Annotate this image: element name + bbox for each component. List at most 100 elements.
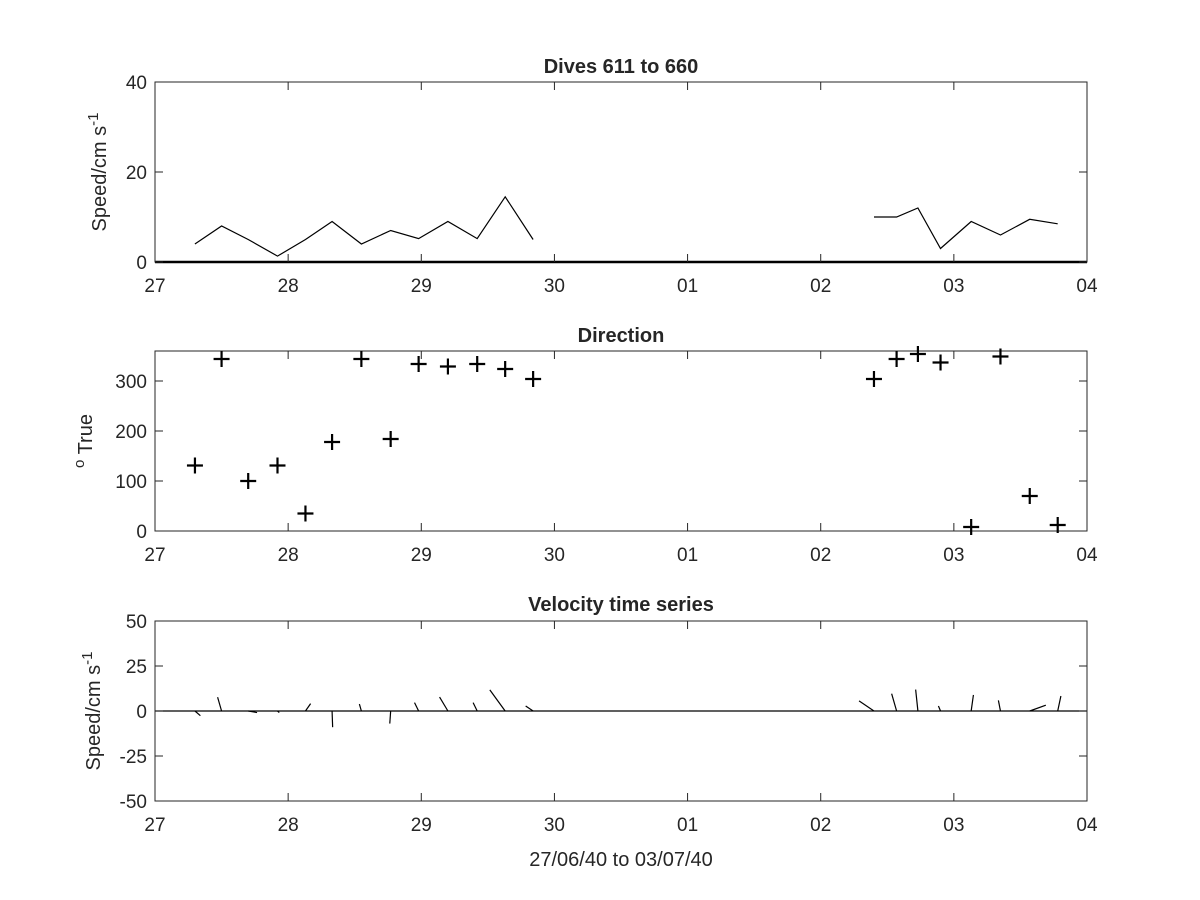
velocity-x-ticks: 27 28 29 30 01 02 03 04	[144, 621, 1098, 836]
direction-axes-frame	[154, 350, 1088, 532]
velocity-x-tick-label: 29	[411, 815, 432, 836]
velocity-stick	[997, 700, 1002, 712]
speed-y-tick-label: 0	[136, 253, 147, 274]
speed-marks	[155, 195, 1087, 264]
velocity-y-tick-label: -50	[120, 792, 147, 813]
speed-y-tick-label: 20	[126, 163, 147, 184]
direction-point	[525, 371, 542, 387]
direction-point	[439, 358, 456, 375]
velocity-x-tick-label: 30	[544, 815, 565, 836]
velocity-stick	[1029, 704, 1047, 712]
velocity-stick	[248, 710, 258, 714]
direction-y-ticks: 0 100 200 300	[115, 372, 1087, 543]
velocity-y-axis-label: Speed/cm s-1	[79, 652, 105, 771]
direction-y-axis-label: o True	[71, 414, 97, 468]
direction-x-tick-label: 03	[943, 545, 964, 566]
velocity-stick	[1057, 695, 1062, 712]
direction-point	[269, 457, 286, 474]
direction-point	[382, 431, 399, 447]
speed-y-ticks: 0 20 40	[126, 73, 1087, 274]
velocity-y-tick-label: 0	[136, 702, 147, 723]
direction-panel: Direction 27 28 29 30 01 02 03 04 0 100 200 300 o …	[71, 325, 1098, 566]
direction-x-tick-label: 04	[1076, 545, 1098, 566]
direction-point	[497, 361, 514, 377]
direction-y-tick-label: 100	[115, 472, 147, 493]
direction-y-tick-label: 0	[136, 522, 147, 543]
speed-x-tick-label: 01	[677, 276, 698, 297]
velocity-stick	[194, 710, 201, 717]
direction-point	[1049, 517, 1066, 533]
speed-panel-title: Dives 611 to 660	[544, 56, 699, 78]
velocity-stick	[525, 705, 534, 712]
direction-y-tick-label: 300	[115, 372, 147, 393]
direction-point	[240, 473, 257, 489]
direction-x-tick-label: 28	[278, 545, 299, 566]
velocity-stick	[331, 710, 334, 728]
velocity-y-ticks: -50 -25 0 25 50	[120, 612, 1087, 813]
velocity-stick	[858, 700, 875, 712]
velocity-y-tick-label: 50	[126, 612, 147, 633]
direction-x-tick-label: 29	[411, 545, 432, 566]
direction-x-tick-label: 30	[544, 545, 565, 566]
velocity-marks	[155, 689, 1087, 728]
velocity-x-tick-label: 03	[943, 815, 964, 836]
direction-x-tick-label: 01	[677, 545, 698, 566]
speed-x-tick-label: 27	[144, 276, 165, 297]
velocity-x-tick-label: 01	[677, 815, 698, 836]
direction-point	[324, 434, 341, 450]
direction-point	[932, 354, 949, 371]
velocity-stick	[472, 702, 478, 712]
direction-point	[963, 519, 980, 535]
direction-point	[186, 457, 203, 474]
direction-point	[888, 351, 905, 367]
direction-point	[992, 348, 1009, 365]
direction-point	[410, 356, 427, 372]
velocity-x-tick-label: 02	[810, 815, 831, 836]
direction-point	[353, 351, 370, 367]
velocity-x-axis-label: 27/06/40 to 03/07/40	[529, 849, 713, 871]
velocity-stick	[217, 696, 223, 712]
direction-marks	[186, 346, 1066, 535]
velocity-stick	[358, 703, 362, 712]
speed-panel: Dives 611 to 660 27 28 29 30 01 02 03 04 02040 …	[85, 56, 1098, 297]
velocity-stick	[304, 703, 312, 712]
direction-point	[297, 505, 314, 522]
velocity-stick	[413, 702, 420, 712]
speed-x-tick-label: 30	[544, 276, 565, 297]
speed-x-tick-label: 28	[278, 276, 299, 297]
velocity-x-tick-label: 04	[1076, 815, 1098, 836]
direction-point	[213, 351, 230, 367]
speed-x-ticks: 27 28 29 30 01 02 03 04	[144, 82, 1098, 297]
speed-x-tick-label: 29	[411, 276, 432, 297]
direction-x-tick-label: 27	[144, 545, 165, 566]
speed-x-tick-label: 04	[1076, 276, 1098, 297]
velocity-panel: Velocity time series 27 28 29 30 01 02 03 04 -5…	[79, 594, 1098, 871]
direction-x-ticks: 27 28 29 30 01 02 03 04	[144, 351, 1098, 566]
direction-point	[909, 346, 926, 362]
velocity-stick	[439, 696, 449, 712]
direction-x-tick-label: 02	[810, 545, 831, 566]
velocity-stick	[915, 689, 919, 712]
velocity-panel-title: Velocity time series	[528, 594, 714, 616]
speed-x-tick-label: 03	[943, 276, 964, 297]
direction-point	[469, 356, 486, 372]
velocity-y-tick-label: -25	[120, 747, 147, 768]
velocity-stick	[891, 693, 898, 712]
speed-y-tick-label: 40	[126, 73, 147, 94]
speed-axes-frame	[154, 81, 1088, 263]
direction-y-tick-label: 200	[115, 422, 147, 443]
velocity-x-tick-label: 27	[144, 815, 165, 836]
speed-x-tick-label: 02	[810, 276, 831, 297]
speed-series-line	[194, 195, 534, 257]
velocity-stick	[389, 710, 392, 724]
velocity-stick	[937, 705, 942, 712]
velocity-y-tick-label: 25	[126, 657, 147, 678]
speed-y-axis-label: Speed/cm s-1	[85, 113, 111, 232]
speed-series-line	[874, 207, 1058, 250]
velocity-stick	[277, 710, 280, 713]
direction-panel-title: Direction	[578, 325, 665, 347]
velocity-stick	[970, 694, 975, 712]
direction-point	[865, 371, 882, 387]
velocity-x-tick-label: 28	[278, 815, 299, 836]
